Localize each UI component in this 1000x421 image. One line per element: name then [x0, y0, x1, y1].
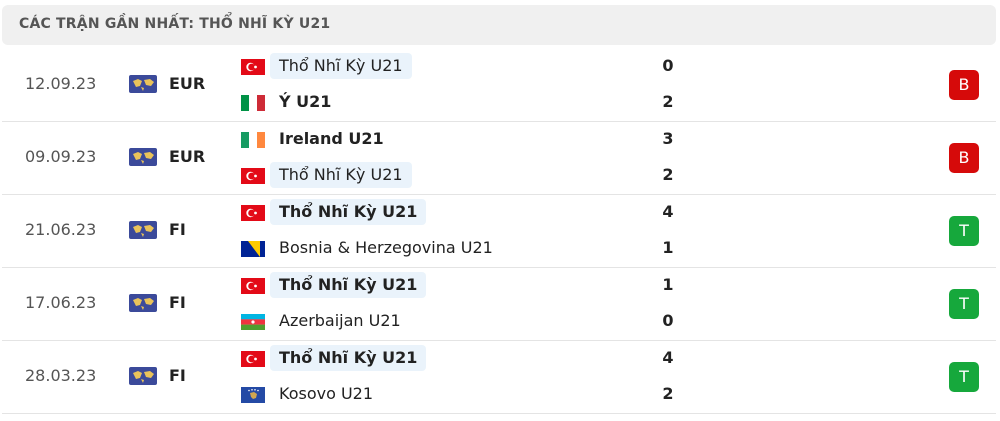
match-date: 09.09.23	[25, 147, 97, 166]
team-name: Bosnia & Herzegovina U21	[279, 238, 493, 257]
team-name: Thổ Nhĩ Kỳ U21	[270, 53, 412, 79]
result-badge: B	[949, 143, 979, 173]
match-row[interactable]: 09.09.23 EUR Ireland U21 3 Thổ Nhĩ Kỳ U2…	[2, 121, 996, 195]
flag	[241, 205, 265, 221]
competition-icon	[129, 148, 157, 166]
team-name: Thổ Nhĩ Kỳ U21	[270, 345, 427, 371]
score: 2	[662, 165, 674, 184]
match-date: 28.03.23	[25, 366, 97, 385]
team-name: Thổ Nhĩ Kỳ U21	[270, 162, 412, 188]
team-name: Azerbaijan U21	[279, 311, 401, 330]
competition-icon	[129, 221, 157, 239]
match-date: 17.06.23	[25, 293, 97, 312]
score: 3	[662, 129, 674, 148]
team-name: Ý U21	[279, 92, 332, 111]
result-badge: T	[949, 216, 979, 246]
match-date: 21.06.23	[25, 220, 97, 239]
team-name: Thổ Nhĩ Kỳ U21	[270, 272, 427, 298]
flag	[241, 387, 265, 403]
section-title: CÁC TRẬN GẦN NHẤT: THỔ NHĨ KỲ U21	[19, 16, 331, 32]
match-row[interactable]: 28.03.23 FI Thổ Nhĩ Kỳ U21 4 Kosovo U21 …	[2, 340, 996, 414]
match-row[interactable]: 21.06.23 FI Thổ Nhĩ Kỳ U21 4 Bosnia & He…	[2, 194, 996, 268]
flag	[241, 278, 265, 294]
competition-icon	[129, 294, 157, 312]
flag	[241, 351, 265, 367]
result-badge: T	[949, 289, 979, 319]
competition: FI	[169, 366, 186, 385]
score: 0	[662, 311, 674, 330]
flag	[241, 168, 265, 184]
result-badge: T	[949, 362, 979, 392]
score: 0	[662, 56, 674, 75]
team-name: Kosovo U21	[279, 384, 374, 403]
team-name: Thổ Nhĩ Kỳ U21	[270, 199, 427, 225]
match-date: 12.09.23	[25, 74, 97, 93]
flag	[241, 132, 265, 148]
competition: FI	[169, 293, 186, 312]
competition-icon	[129, 75, 157, 93]
competition: EUR	[169, 74, 206, 93]
score: 2	[662, 92, 674, 111]
competition: FI	[169, 220, 186, 239]
score: 1	[662, 238, 674, 257]
score: 4	[662, 348, 674, 367]
flag	[241, 59, 265, 75]
result-badge: B	[949, 70, 979, 100]
team-name: Ireland U21	[279, 129, 384, 148]
competition-icon	[129, 367, 157, 385]
match-row[interactable]: 17.06.23 FI Thổ Nhĩ Kỳ U21 1 Azerbaijan …	[2, 267, 996, 341]
score: 4	[662, 202, 674, 221]
competition: EUR	[169, 147, 206, 166]
flag	[241, 241, 265, 257]
flag	[241, 95, 265, 111]
match-row[interactable]: 12.09.23 EUR Thổ Nhĩ Kỳ U21 0 Ý U21 2 B	[2, 48, 996, 122]
score: 2	[662, 384, 674, 403]
score: 1	[662, 275, 674, 294]
section-header: CÁC TRẬN GẦN NHẤT: THỔ NHĨ KỲ U21	[2, 5, 996, 45]
flag	[241, 314, 265, 330]
